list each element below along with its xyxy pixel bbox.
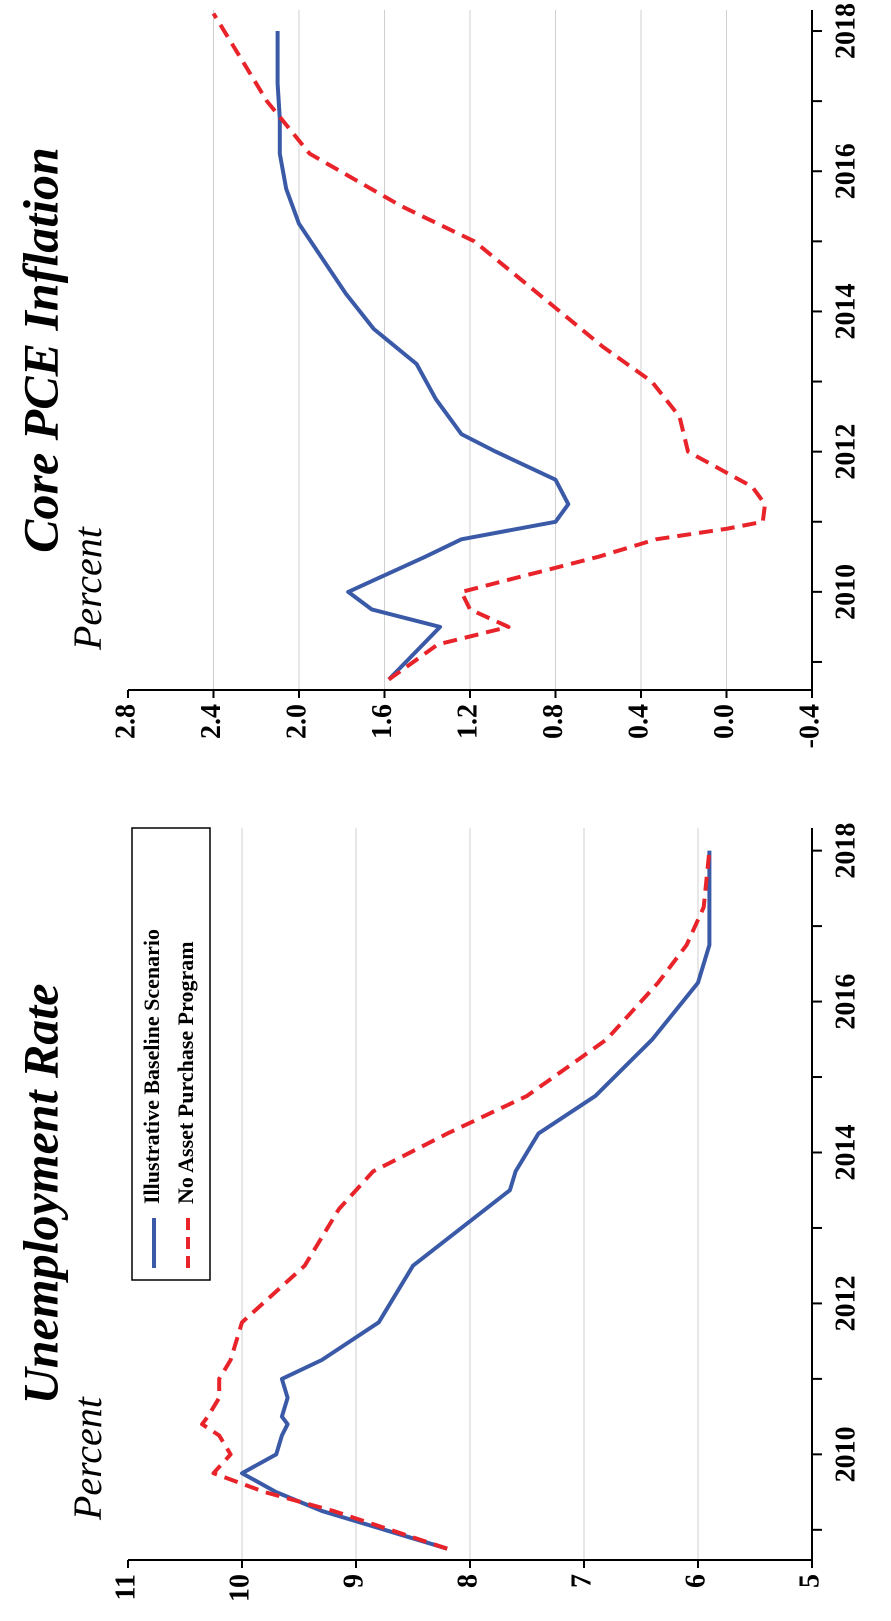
y-tick-label: -0.4	[794, 704, 825, 748]
x-tick-label: 2018	[830, 3, 861, 59]
x-tick-label: 2016	[830, 143, 861, 199]
chart-title: Unemployment Rate	[12, 984, 68, 1405]
y-axis-label: Percent	[65, 526, 110, 651]
y-tick-label: 0.4	[623, 704, 654, 739]
chart-0: 5 6 7 8 9 10 11 2010 2012 2014 2016 2018 Unemploymen…	[12, 823, 861, 1602]
x-tick-label: 2012	[830, 424, 861, 480]
y-tick-label: 10	[224, 1574, 255, 1602]
legend-label: Illustrative Baseline Scenario	[139, 929, 164, 1204]
series-line-baseline	[240, 850, 712, 1551]
y-tick-label: 8	[452, 1574, 483, 1588]
y-tick-label: 1.2	[452, 704, 483, 739]
y-tick-label: 5	[794, 1574, 825, 1588]
y-tick-label: 11	[110, 1574, 141, 1600]
series-line-no-asset-purchase	[200, 850, 712, 1551]
legend-box	[131, 827, 211, 1281]
y-tick-label: 1.6	[367, 704, 398, 739]
series-line-baseline	[275, 31, 571, 681]
chart-1: -0.4 0.0 0.4 0.8 1.2 1.6 2.0 2.4 2.8 2010 2012 2014…	[12, 3, 861, 748]
y-tick-label: 2.4	[196, 704, 227, 739]
x-tick-label: 2014	[830, 1124, 861, 1180]
y-tick-label: 6	[680, 1574, 711, 1588]
y-tick-label: 9	[338, 1574, 369, 1588]
x-tick-label: 2012	[830, 1275, 861, 1331]
y-axis-label: Percent	[65, 1396, 110, 1521]
y-tick-label: 2.8	[110, 704, 141, 739]
x-tick-label: 2018	[830, 823, 861, 879]
x-tick-label: 2014	[830, 283, 861, 339]
series-line-no-asset-purchase	[211, 12, 767, 682]
x-tick-label: 2010	[830, 1426, 861, 1482]
chart-title: Core PCE Inflation	[12, 147, 68, 553]
x-tick-label: 2016	[830, 974, 861, 1030]
y-tick-label: 0.8	[538, 704, 569, 739]
y-tick-label: 7	[566, 1574, 597, 1588]
x-tick-label: 2010	[830, 564, 861, 620]
y-tick-label: 2.0	[281, 704, 312, 739]
y-tick-label: 0.0	[709, 704, 740, 739]
legend-label: No Asset Purchase Program	[173, 941, 198, 1204]
